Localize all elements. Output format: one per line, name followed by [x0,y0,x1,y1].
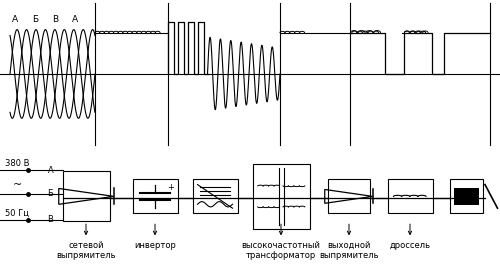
Bar [328,179,370,213]
Text: А: А [12,15,18,24]
Text: ~: ~ [12,180,22,190]
Bar [454,188,478,205]
Text: инвертор: инвертор [134,241,176,250]
Bar [192,179,238,213]
Bar [62,172,110,221]
Text: 380 В: 380 В [5,159,29,168]
Bar [252,163,310,229]
Text: дроссель: дроссель [390,241,430,250]
Text: В: В [48,215,54,225]
Text: сетевой
выпрямитель: сетевой выпрямитель [56,241,116,260]
Text: 50 Гц: 50 Гц [5,209,29,218]
Bar [450,179,482,213]
Text: Б: Б [32,15,38,24]
Text: А: А [72,15,78,24]
Text: А: А [48,166,53,175]
Bar [132,179,178,213]
Text: +: + [168,184,174,193]
Text: высокочастотный
трансформатор: высокочастотный трансформатор [242,241,320,260]
Text: В: В [52,15,58,24]
Text: Б: Б [48,189,54,198]
Text: выходной
выпрямитель: выходной выпрямитель [320,241,379,260]
Bar [388,179,432,213]
